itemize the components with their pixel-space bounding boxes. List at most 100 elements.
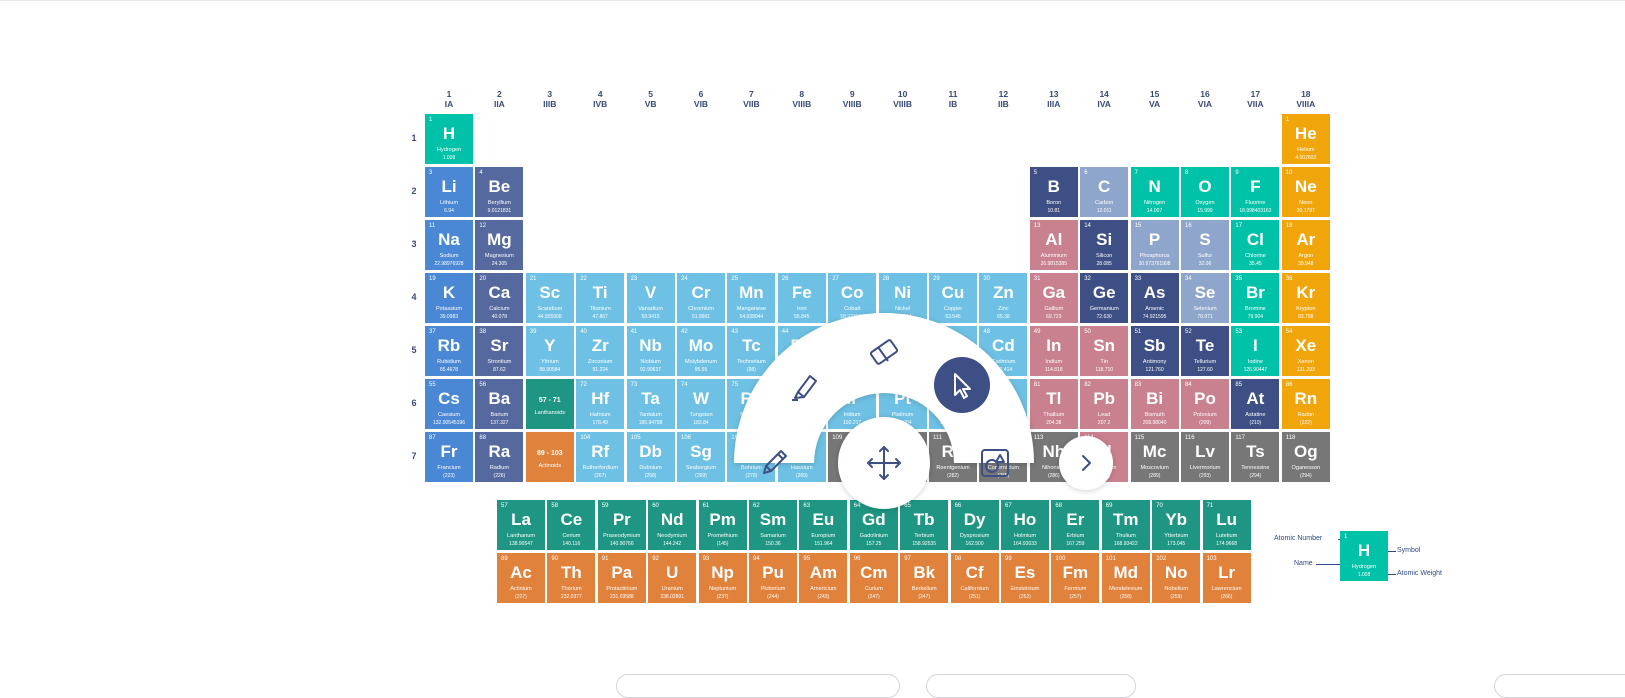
element-cell[interactable]: 51 Sb Antimony 121.760 [1130, 326, 1179, 376]
element-cell[interactable]: 6 C Carbon 12.011 [1080, 167, 1129, 217]
element-cell[interactable]: 78 Pt Platinum 195.084 [878, 379, 927, 429]
element-cell[interactable]: 104 Rf Rutherfordium (267) [576, 432, 625, 482]
element-cell[interactable]: 117 Ts Tennessine (294) [1231, 432, 1280, 482]
element-cell[interactable]: 93 Np Neptunium (237) [698, 552, 747, 603]
element-cell[interactable]: 103 Lr Lawrencium (266) [1202, 552, 1251, 603]
element-cell[interactable]: 22 Ti Titanium 47.867 [576, 273, 625, 323]
element-cell[interactable]: 106 Sg Seaborgium (269) [677, 432, 725, 482]
element-cell[interactable]: 113 Nh Nihonium (286) [1029, 432, 1078, 482]
element-cell[interactable]: 42 Mo Molybdenum 95.95 [677, 326, 725, 376]
element-cell[interactable]: 23 V Vanadium 50.9415 [626, 273, 675, 323]
element-cell[interactable]: 85 At Astatine (210) [1231, 379, 1280, 429]
element-cell[interactable]: 5 B Boron 10.81 [1029, 167, 1078, 217]
element-cell[interactable]: 101 Md Mendelevium (258) [1101, 552, 1150, 603]
element-cell[interactable]: 81 Tl Thallium 204.38 [1029, 379, 1078, 429]
element-cell[interactable]: 26 Fe Iron 55.845 [777, 273, 826, 323]
element-cell[interactable]: 37 Rb Rubidium 85.4678 [425, 326, 473, 376]
element-cell[interactable]: 43 Tc Technetium (98) [727, 326, 776, 376]
element-cell[interactable]: 75 Re Rhenium 186.207 [727, 379, 776, 429]
element-cell[interactable]: 49 In Indium 114.818 [1029, 326, 1078, 376]
element-cell[interactable]: 118 Og Oganesson (294) [1281, 432, 1330, 482]
element-cell[interactable]: 111 Rg Roentgenium (282) [929, 432, 977, 482]
element-cell[interactable]: 27 Co Cobalt 58.933194 [828, 273, 877, 323]
bottom-pill-button[interactable] [926, 674, 1136, 698]
element-cell[interactable]: 15 P Phosphorus 30.973761998 [1130, 220, 1179, 270]
element-cell[interactable]: 11 Na Sodium 22.98976928 [425, 220, 473, 270]
element-cell[interactable]: 52 Te Tellurium 127.60 [1181, 326, 1229, 376]
element-cell[interactable]: 66 Dy Dysprosium 162.500 [950, 500, 999, 550]
element-cell[interactable]: 69 Tm Thulium 168.93422 [1101, 500, 1150, 550]
element-cell[interactable]: 115 Mc Moscovium (289) [1130, 432, 1179, 482]
element-cell[interactable]: 86 Rn Radon (222) [1281, 379, 1330, 429]
element-cell[interactable]: 100 Fm Fermium (257) [1051, 552, 1100, 603]
element-cell[interactable]: 89 - 103 Actinoids [525, 432, 574, 482]
element-cell[interactable]: 28 Ni Nickel 58.6934 [878, 273, 927, 323]
element-cell[interactable]: 98 Cf Californium (251) [950, 552, 999, 603]
element-cell[interactable]: 95 Am Americium (243) [799, 552, 848, 603]
element-cell[interactable]: 59 Pr Praseodymium 140.90766 [597, 500, 646, 550]
element-cell[interactable]: 60 Nd Neodymium 144.242 [648, 500, 697, 550]
element-cell[interactable]: 77 Ir Iridium 192.217 [828, 379, 877, 429]
element-cell[interactable]: 35 Br Bromine 79.904 [1231, 273, 1280, 323]
element-cell[interactable]: 73 Ta Tantalum 180.94788 [626, 379, 675, 429]
element-cell[interactable]: 64 Gd Gadolinium 157.25 [849, 500, 898, 550]
element-cell[interactable]: 8 O Oxygen 15.999 [1181, 167, 1229, 217]
element-cell[interactable]: 16 S Sulfur 32.06 [1181, 220, 1229, 270]
element-cell[interactable]: 50 Sn Tin 118.710 [1080, 326, 1129, 376]
element-cell[interactable]: 53 I Iodine 126.90447 [1231, 326, 1280, 376]
element-cell[interactable]: 67 Ho Holmium 164.93033 [1001, 500, 1049, 550]
element-cell[interactable]: 71 Lu Lutetium 174.9668 [1202, 500, 1251, 550]
element-cell[interactable]: 57 - 71 Lanthanoids [525, 379, 574, 429]
element-cell[interactable]: 32 Ge Germanium 72.630 [1080, 273, 1129, 323]
element-cell[interactable]: 34 Se Selenium 78.971 [1181, 273, 1229, 323]
element-cell[interactable]: 61 Pm Promethium (145) [698, 500, 747, 550]
element-cell[interactable]: 88 Ra Radium (226) [475, 432, 524, 482]
element-cell[interactable]: 4 Be Beryllium 9.0121831 [475, 167, 524, 217]
element-cell[interactable]: 90 Th Thorium 232.0377 [547, 552, 596, 603]
element-cell[interactable]: 20 Ca Calcium 40.078 [475, 273, 524, 323]
element-cell[interactable]: 72 Hf Hafnium 178.49 [576, 379, 625, 429]
element-cell[interactable]: 96 Cm Curium (247) [849, 552, 898, 603]
element-cell[interactable]: 116 Lv Livermorium (293) [1181, 432, 1229, 482]
element-cell[interactable]: 19 K Potassium 39.0983 [425, 273, 473, 323]
element-cell[interactable]: 97 Bk Berkelium (247) [900, 552, 949, 603]
element-cell[interactable]: 39 Y Yttrium 88.90584 [525, 326, 574, 376]
element-cell[interactable]: 84 Po Polonium (209) [1181, 379, 1229, 429]
element-cell[interactable]: 7 N Nitrogen 14.007 [1130, 167, 1179, 217]
element-cell[interactable]: 80 Hg Mercury 200.592 [979, 379, 1028, 429]
element-cell[interactable]: 36 Kr Krypton 83.798 [1281, 273, 1330, 323]
element-cell[interactable]: 48 Cd Cadmium 112.414 [979, 326, 1028, 376]
element-cell[interactable]: 33 As Arsenic 74.921595 [1130, 273, 1179, 323]
element-cell[interactable]: 25 Mn Manganese 54.938044 [727, 273, 776, 323]
element-cell[interactable]: 82 Pb Lead 207.2 [1080, 379, 1129, 429]
element-cell[interactable]: 63 Eu Europium 151.964 [799, 500, 848, 550]
element-cell[interactable]: 56 Ba Barium 137.327 [475, 379, 524, 429]
element-cell[interactable]: 31 Ga Gallium 69.723 [1029, 273, 1078, 323]
element-cell[interactable]: 30 Zn Zinc 65.38 [979, 273, 1028, 323]
element-cell[interactable]: 91 Pa Protactinium 231.03588 [597, 552, 646, 603]
element-cell[interactable]: 94 Pu Plutonium (244) [749, 552, 797, 603]
element-cell[interactable]: 92 U Uranium 238.02891 [648, 552, 697, 603]
element-cell[interactable]: 83 Bi Bismuth 208.98040 [1130, 379, 1179, 429]
element-cell[interactable]: 57 La Lanthanum 138.90547 [497, 500, 545, 550]
element-cell[interactable]: 54 Xe Xenon 131.293 [1281, 326, 1330, 376]
element-cell[interactable]: 18 Ar Argon 39.948 [1281, 220, 1330, 270]
element-cell[interactable]: 58 Ce Cerium 140.116 [547, 500, 596, 550]
element-cell[interactable]: 3 Li Lithium 6.94 [425, 167, 473, 217]
bottom-pill-button[interactable] [616, 674, 900, 698]
element-cell[interactable]: 62 Sm Samarium 150.36 [749, 500, 797, 550]
element-cell[interactable]: 41 Nb Niobium 92.90637 [626, 326, 675, 376]
element-cell[interactable]: 105 Db Dubnium (268) [626, 432, 675, 482]
element-cell[interactable]: 74 W Tungsten 183.84 [677, 379, 725, 429]
element-cell[interactable]: 55 Cs Caesium 132.90545196 [425, 379, 473, 429]
element-cell[interactable]: 40 Zr Zirconium 91.224 [576, 326, 625, 376]
element-cell[interactable]: 17 Cl Chlorine 35.45 [1231, 220, 1280, 270]
element-cell[interactable]: 29 Cu Copper 63.546 [929, 273, 977, 323]
element-cell[interactable]: 99 Es Einsteinium (252) [1001, 552, 1049, 603]
element-cell[interactable]: 12 Mg Magnesium 24.305 [475, 220, 524, 270]
element-cell[interactable]: 1 H Hydrogen 1.008 [425, 114, 473, 164]
element-cell[interactable]: 70 Yb Ytterbium 173.045 [1152, 500, 1201, 550]
element-cell[interactable]: 21 Sc Scandium 44.955908 [525, 273, 574, 323]
element-cell[interactable]: 13 Al Aluminium 26.9815385 [1029, 220, 1078, 270]
element-cell[interactable]: 89 Ac Actinium (227) [497, 552, 545, 603]
